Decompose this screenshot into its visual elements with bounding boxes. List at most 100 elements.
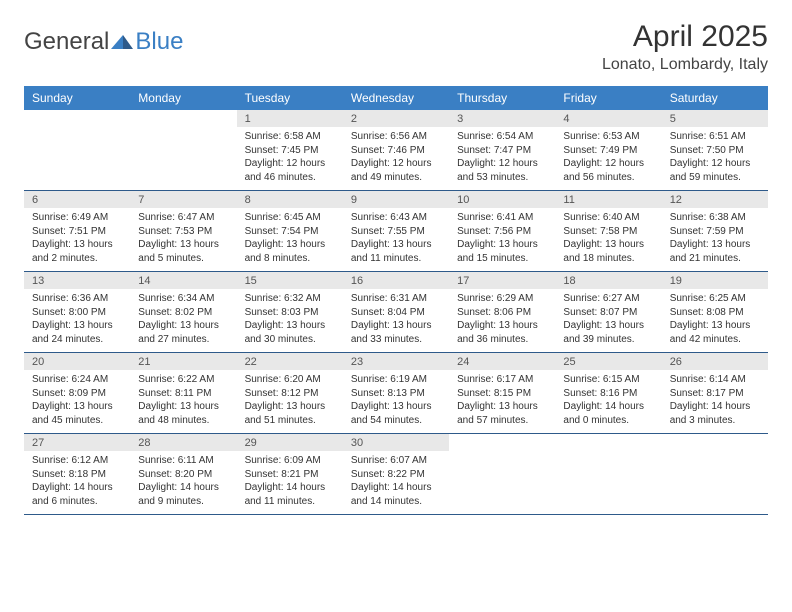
day-line: and 6 minutes. (32, 495, 122, 509)
day-line: Daylight: 13 hours (32, 400, 122, 414)
day-line: Sunrise: 6:58 AM (245, 130, 335, 144)
calendar-day-cell: 5Sunrise: 6:51 AMSunset: 7:50 PMDaylight… (662, 110, 768, 191)
day-content: Sunrise: 6:29 AMSunset: 8:06 PMDaylight:… (449, 289, 555, 352)
day-content: Sunrise: 6:24 AMSunset: 8:09 PMDaylight:… (24, 370, 130, 433)
day-line: Sunset: 8:17 PM (670, 387, 760, 401)
day-line: Sunrise: 6:29 AM (457, 292, 547, 306)
calendar-day-cell: 24Sunrise: 6:17 AMSunset: 8:15 PMDayligh… (449, 353, 555, 434)
day-line: Daylight: 14 hours (138, 481, 228, 495)
day-line: Sunset: 8:07 PM (563, 306, 653, 320)
day-line: Sunrise: 6:19 AM (351, 373, 441, 387)
day-content: Sunrise: 6:09 AMSunset: 8:21 PMDaylight:… (237, 451, 343, 514)
day-number: 5 (662, 110, 768, 127)
calendar-day-cell: 26Sunrise: 6:14 AMSunset: 8:17 PMDayligh… (662, 353, 768, 434)
day-content: Sunrise: 6:25 AMSunset: 8:08 PMDaylight:… (662, 289, 768, 352)
day-line: Daylight: 12 hours (457, 157, 547, 171)
day-number: 22 (237, 353, 343, 370)
calendar-week-row: 13Sunrise: 6:36 AMSunset: 8:00 PMDayligh… (24, 272, 768, 353)
day-line: Sunrise: 6:56 AM (351, 130, 441, 144)
day-line: Daylight: 13 hours (351, 400, 441, 414)
day-header: Saturday (662, 86, 768, 110)
day-header: Monday (130, 86, 236, 110)
day-line: and 8 minutes. (245, 252, 335, 266)
calendar-head: SundayMondayTuesdayWednesdayThursdayFrid… (24, 86, 768, 110)
day-line: Sunset: 8:15 PM (457, 387, 547, 401)
day-content: Sunrise: 6:56 AMSunset: 7:46 PMDaylight:… (343, 127, 449, 190)
day-number: 30 (343, 434, 449, 451)
day-line: Sunrise: 6:54 AM (457, 130, 547, 144)
month-title: April 2025 (602, 20, 768, 54)
day-line: Sunrise: 6:25 AM (670, 292, 760, 306)
day-line: Daylight: 14 hours (351, 481, 441, 495)
day-line: Daylight: 13 hours (563, 319, 653, 333)
day-content (662, 451, 768, 507)
day-content: Sunrise: 6:31 AMSunset: 8:04 PMDaylight:… (343, 289, 449, 352)
day-line: Sunrise: 6:49 AM (32, 211, 122, 225)
day-line: Sunrise: 6:36 AM (32, 292, 122, 306)
day-line: Sunset: 8:12 PM (245, 387, 335, 401)
day-content: Sunrise: 6:22 AMSunset: 8:11 PMDaylight:… (130, 370, 236, 433)
day-line: Daylight: 13 hours (138, 319, 228, 333)
day-content (555, 451, 661, 507)
day-line: Daylight: 13 hours (32, 238, 122, 252)
day-line: Sunrise: 6:41 AM (457, 211, 547, 225)
calendar-table: SundayMondayTuesdayWednesdayThursdayFrid… (24, 86, 768, 515)
calendar-day-cell: 8Sunrise: 6:45 AMSunset: 7:54 PMDaylight… (237, 191, 343, 272)
day-line: Sunrise: 6:47 AM (138, 211, 228, 225)
day-line: and 24 minutes. (32, 333, 122, 347)
day-line: and 15 minutes. (457, 252, 547, 266)
day-header: Friday (555, 86, 661, 110)
day-number: 8 (237, 191, 343, 208)
day-line: Sunrise: 6:07 AM (351, 454, 441, 468)
day-line: Sunrise: 6:15 AM (563, 373, 653, 387)
calendar-day-cell: 12Sunrise: 6:38 AMSunset: 7:59 PMDayligh… (662, 191, 768, 272)
day-line: Daylight: 13 hours (563, 238, 653, 252)
day-content: Sunrise: 6:43 AMSunset: 7:55 PMDaylight:… (343, 208, 449, 271)
day-number: 15 (237, 272, 343, 289)
calendar-day-cell: 14Sunrise: 6:34 AMSunset: 8:02 PMDayligh… (130, 272, 236, 353)
day-line: Sunset: 8:02 PM (138, 306, 228, 320)
calendar-day-cell (24, 110, 130, 191)
day-line: Daylight: 13 hours (32, 319, 122, 333)
day-line: Sunset: 7:45 PM (245, 144, 335, 158)
day-line: Sunset: 8:03 PM (245, 306, 335, 320)
day-number: 28 (130, 434, 236, 451)
day-line: Sunset: 7:51 PM (32, 225, 122, 239)
day-line: and 30 minutes. (245, 333, 335, 347)
day-number: 16 (343, 272, 449, 289)
calendar-day-cell: 17Sunrise: 6:29 AMSunset: 8:06 PMDayligh… (449, 272, 555, 353)
day-line: Sunset: 8:13 PM (351, 387, 441, 401)
calendar-page: General Blue April 2025 Lonato, Lombardy… (0, 0, 792, 535)
day-content: Sunrise: 6:45 AMSunset: 7:54 PMDaylight:… (237, 208, 343, 271)
day-line: Daylight: 13 hours (351, 238, 441, 252)
day-line: and 9 minutes. (138, 495, 228, 509)
day-line: Sunset: 8:22 PM (351, 468, 441, 482)
page-header: General Blue April 2025 Lonato, Lombardy… (24, 20, 768, 74)
day-line: Sunset: 7:56 PM (457, 225, 547, 239)
day-line: Daylight: 13 hours (245, 238, 335, 252)
day-content (449, 451, 555, 507)
day-line: and 18 minutes. (563, 252, 653, 266)
calendar-day-cell: 16Sunrise: 6:31 AMSunset: 8:04 PMDayligh… (343, 272, 449, 353)
calendar-day-cell: 13Sunrise: 6:36 AMSunset: 8:00 PMDayligh… (24, 272, 130, 353)
calendar-week-row: 6Sunrise: 6:49 AMSunset: 7:51 PMDaylight… (24, 191, 768, 272)
logo: General Blue (24, 28, 183, 56)
day-line: and 53 minutes. (457, 171, 547, 185)
day-number: 11 (555, 191, 661, 208)
day-number: 26 (662, 353, 768, 370)
day-line: Sunrise: 6:51 AM (670, 130, 760, 144)
day-line: Sunset: 7:50 PM (670, 144, 760, 158)
day-line: and 3 minutes. (670, 414, 760, 428)
day-line: Daylight: 13 hours (351, 319, 441, 333)
day-line: and 21 minutes. (670, 252, 760, 266)
calendar-day-cell (449, 434, 555, 515)
day-number: 9 (343, 191, 449, 208)
day-number: 14 (130, 272, 236, 289)
day-line: and 5 minutes. (138, 252, 228, 266)
day-line: Sunrise: 6:27 AM (563, 292, 653, 306)
day-line: Daylight: 12 hours (245, 157, 335, 171)
day-content: Sunrise: 6:19 AMSunset: 8:13 PMDaylight:… (343, 370, 449, 433)
day-number: 12 (662, 191, 768, 208)
calendar-day-cell: 21Sunrise: 6:22 AMSunset: 8:11 PMDayligh… (130, 353, 236, 434)
day-number: 1 (237, 110, 343, 127)
